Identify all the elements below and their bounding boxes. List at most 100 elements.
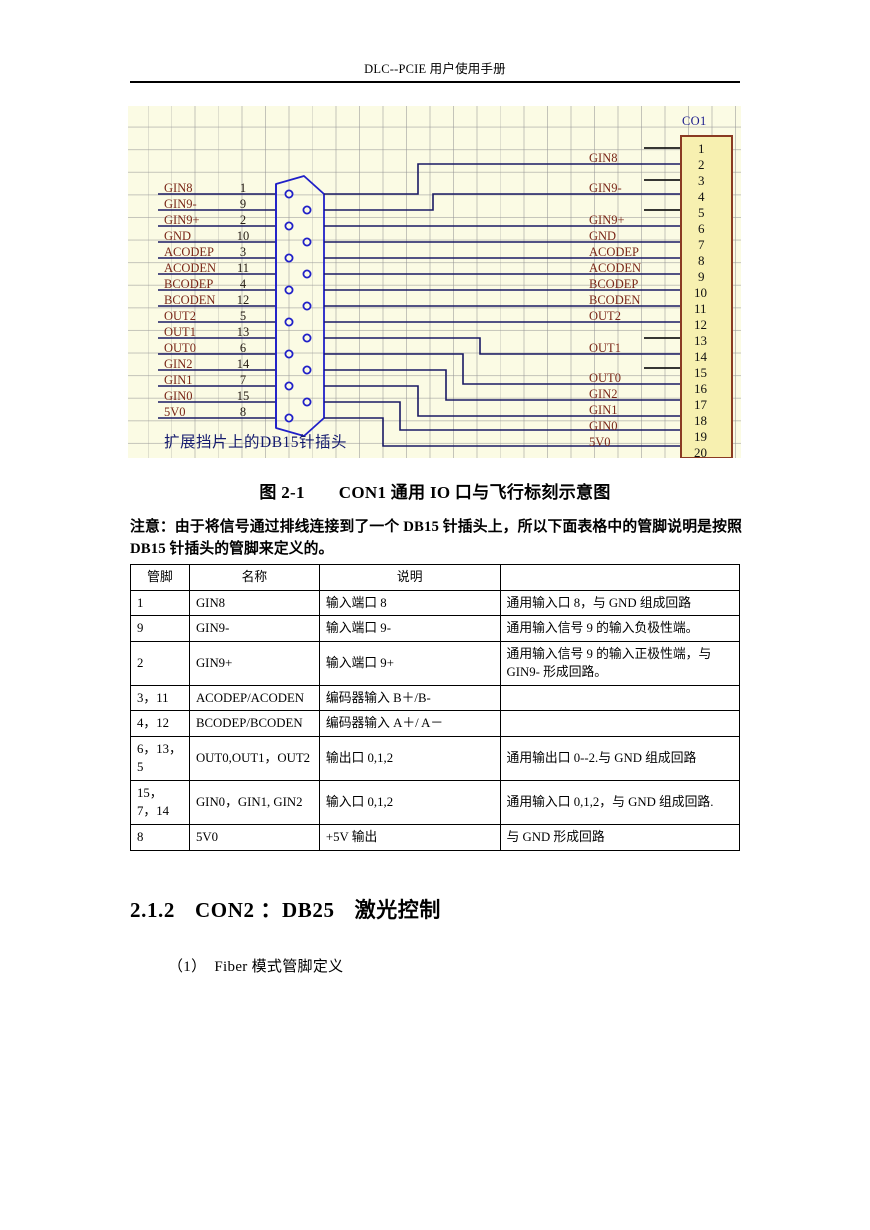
table-row: 9 GIN9- 输入端口 9- 通用输入信号 9 的输入负极性端。 (130, 615, 741, 642)
table-row: 15， 7，14 GIN0，GIN1, GIN2 输入口 0,1,2 通用输入口… (130, 779, 741, 826)
cell-desc: 输入口 0,1,2 (318, 779, 501, 826)
table-row: 3，11 ACODEP/ACODEN 编码器输入 B＋/B- (130, 684, 741, 712)
con1-pin-3: 3 (698, 173, 705, 188)
con1-net-gin2: GIN2 (589, 387, 618, 401)
subitem-1: （1） Fiber 模式管脚定义 (168, 955, 343, 976)
th-pin: 管脚 (130, 564, 190, 591)
cell-note: 通用输入信号 9 的输入正极性端，与 GIN9- 形成回路。 (499, 640, 741, 686)
cell-pin: 8 (130, 824, 190, 851)
figure-caption: 图 2-1 CON1 通用 IO 口与飞行标刻示意图 (130, 478, 740, 503)
con1-pin-11: 11 (694, 301, 707, 316)
th-name: 名称 (188, 564, 320, 591)
con1-pin-15: 15 (694, 365, 707, 380)
con1-net-gin8: GIN8 (589, 151, 618, 165)
cell-name: BCODEP/BCODEN (188, 710, 320, 737)
db15-label-gnd: GND (164, 229, 192, 243)
db15-label-gin1: GIN1 (164, 373, 193, 387)
db15-label-gin8: GIN8 (164, 181, 193, 195)
db15-pinnum-7: 7 (239, 373, 247, 387)
cell-note: 通用输入信号 9 的输入负极性端。 (499, 615, 741, 642)
table-row: 4，12 BCODEP/BCODEN 编码器输入 A＋/ A－ (130, 710, 741, 737)
cell-note: 通用输入口 0,1,2，与 GND 组成回路. (499, 779, 741, 826)
db15-pinnum-2: 2 (239, 213, 247, 227)
section-title: 激光控制 (354, 898, 441, 922)
con1-net-5v0: 5V0 (589, 435, 611, 449)
con1-pin-20: 20 (694, 445, 707, 458)
db15-pinnum-13: 13 (236, 325, 250, 339)
con1-pin-14: 14 (694, 349, 707, 364)
cell-note: 与 GND 形成回路 (499, 824, 741, 851)
db15-label-gin9n: GIN9- (164, 197, 197, 211)
con1-net-acoden: ACODEN (589, 261, 642, 275)
con1-net-bcoden: BCODEN (589, 293, 641, 307)
figure-caption-text: CON1 通用 IO 口与飞行标刻示意图 (338, 483, 611, 502)
table-row: 6，13，5 OUT0,OUT1，OUT2 输出口 0,1,2 通用输出口 0-… (130, 735, 741, 781)
con1-title: CO1 (682, 114, 707, 128)
cell-note: 通用输入口 8，与 GND 组成回路 (499, 589, 741, 617)
cell-desc: 输出口 0,1,2 (318, 735, 501, 781)
db15-pinnum-12: 12 (236, 293, 250, 307)
note-paragraph: 注意：由于将信号通过排线连接到了一个 DB15 针插头上，所以下面表格中的管脚说… (130, 519, 742, 558)
con1-net-out0: OUT0 (589, 371, 621, 385)
cell-desc: 编码器输入 A＋/ A－ (318, 710, 501, 737)
db15-pinnum-4: 4 (239, 277, 247, 291)
page-header: DLC--PCIE 用户使用手册 (130, 58, 740, 83)
con1-pin-12: 12 (694, 317, 707, 332)
cell-note (499, 710, 741, 737)
cell-desc: 输入端口 9- (318, 615, 501, 642)
db15-label-out0: OUT0 (164, 341, 196, 355)
subitem-text: Fiber 模式管脚定义 (214, 959, 344, 975)
cell-pin: 2 (130, 640, 190, 686)
con1-net-out1: OUT1 (589, 341, 621, 355)
db15-label-acoden: ACODEN (164, 261, 217, 275)
con1-net-gnd: GND (589, 229, 617, 243)
cell-pin: 6，13，5 (130, 735, 190, 781)
cell-name: GIN9+ (188, 640, 320, 686)
db15-pinnum-15: 15 (236, 389, 250, 403)
table-header-row: 管脚 名称 说明 (130, 564, 741, 591)
con1-pin-13: 13 (694, 333, 707, 348)
cell-pin: 15， 7，14 (130, 779, 190, 826)
db15-pinnum-11: 11 (236, 261, 250, 275)
cell-pin: 3，11 (130, 684, 190, 712)
db15-pinnum-6: 6 (239, 341, 247, 355)
db15-pinnum-3: 3 (239, 245, 247, 259)
cell-name: GIN8 (188, 589, 320, 617)
section-heading: 2.1.2 CON2 ：DB25 激光控制 (130, 894, 441, 924)
figure-number: 图 2-1 (259, 483, 305, 502)
con1-net-gin0: GIN0 (589, 419, 618, 433)
cell-name: 5V0 (188, 824, 320, 851)
cell-pin: 4，12 (130, 710, 190, 737)
db15-pinnum-5: 5 (239, 309, 247, 323)
db15-pinnum-8: 8 (239, 405, 247, 419)
db15-label-gin9p: GIN9+ (164, 213, 200, 227)
con1-net-acodep: ACODEP (589, 245, 640, 259)
schematic-drawing (158, 135, 733, 458)
cell-desc: +5V 输出 (318, 824, 501, 851)
db15-pinnum-1: 1 (239, 181, 247, 195)
con1-net-out2: OUT2 (589, 309, 621, 323)
cell-pin: 9 (130, 615, 190, 642)
th-desc: 说明 (318, 564, 501, 591)
con1-pin-6: 6 (698, 221, 705, 236)
con1-net-gin9n: GIN9- (589, 181, 622, 195)
con1-pin-10: 10 (694, 285, 707, 300)
running-title: DLC--PCIE 用户使用手册 (364, 62, 506, 76)
db15-label-gin0: GIN0 (164, 389, 193, 403)
cell-desc: 输入端口 8 (318, 589, 501, 617)
con1-pin-17: 17 (694, 397, 707, 412)
db15-label-5v0: 5V0 (164, 405, 186, 419)
db15-label-bcodep: BCODEP (164, 277, 214, 291)
table-row: 2 GIN9+ 输入端口 9+ 通用输入信号 9 的输入正极性端，与 GIN9-… (130, 640, 741, 686)
db15-pinnum-9: 9 (239, 197, 247, 211)
con1-pin-19: 19 (694, 429, 707, 444)
table-row: 1 GIN8 输入端口 8 通用输入口 8，与 GND 组成回路 (130, 589, 741, 617)
con1-pin-16: 16 (694, 381, 707, 396)
cell-name: GIN9- (188, 615, 320, 642)
con1-pin-5: 5 (698, 205, 705, 220)
cell-desc: 编码器输入 B＋/B- (318, 684, 501, 712)
db15-label-out2: OUT2 (164, 309, 196, 323)
db15-label-gin2: GIN2 (164, 357, 193, 371)
db15-label-bcoden: BCODEN (164, 293, 216, 307)
th-note (499, 564, 741, 591)
